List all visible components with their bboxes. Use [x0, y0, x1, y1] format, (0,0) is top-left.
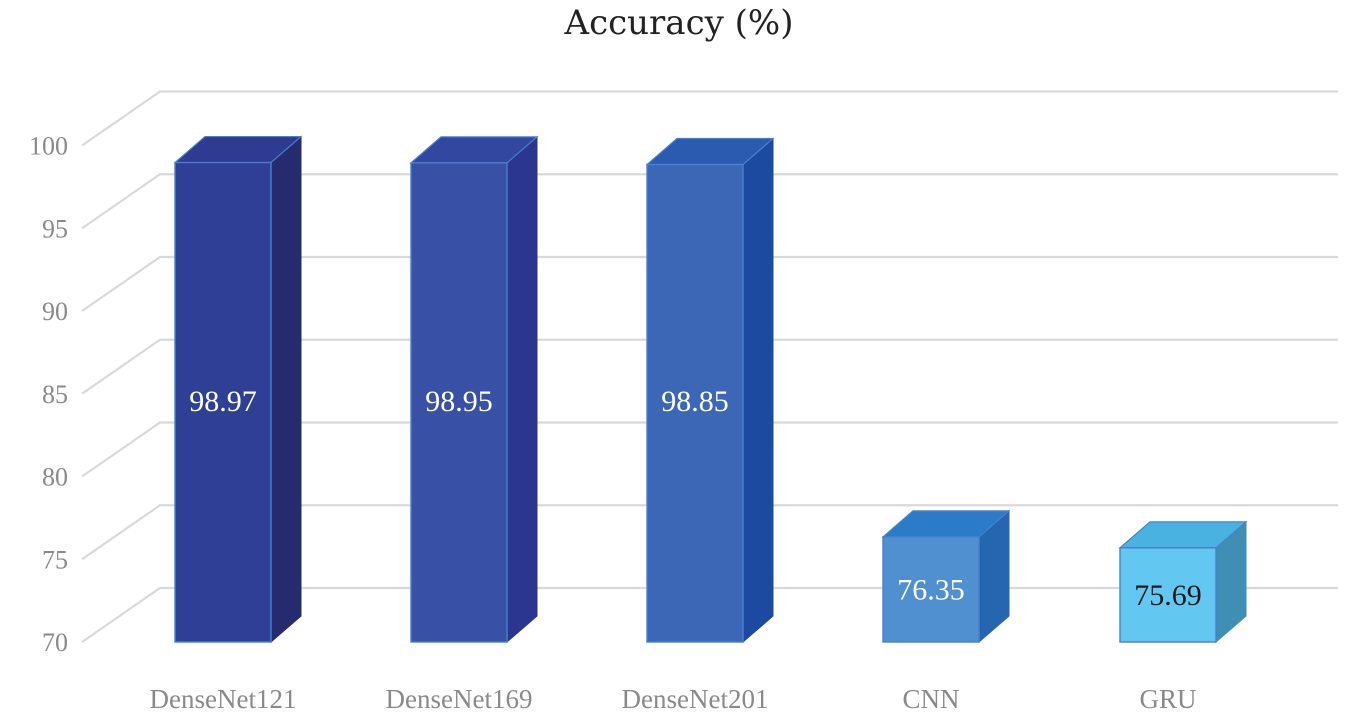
gridline	[81, 255, 1338, 312]
y-tick-label: 100	[29, 132, 68, 161]
data-label: 75.69	[1134, 579, 1202, 612]
y-tick-label: 85	[42, 380, 68, 409]
bar-side	[506, 135, 538, 644]
x-category-label: CNN	[902, 684, 959, 714]
bar-front	[882, 536, 980, 643]
bar: 76.35	[881, 509, 1011, 644]
y-axis-ticks: 70 75 80 85 90 95 100	[29, 132, 68, 658]
x-axis-categories: DenseNet121 DenseNet169 DenseNet201 CNN GRU	[150, 684, 1197, 714]
y-tick-label: 95	[42, 214, 68, 243]
y-tick-label: 80	[42, 463, 68, 492]
chart-title: Accuracy (%)	[564, 3, 794, 43]
gridline	[81, 421, 1338, 478]
gridline	[81, 338, 1338, 395]
data-label: 98.95	[425, 385, 493, 418]
bar-front	[174, 161, 272, 643]
y-tick-label: 75	[42, 545, 68, 574]
y-tick-label: 70	[42, 628, 68, 657]
data-label: 98.97	[189, 385, 257, 418]
bar-side	[742, 137, 774, 644]
data-label: 76.35	[897, 573, 965, 606]
x-category-label: DenseNet121	[150, 684, 297, 714]
bar-side	[270, 135, 302, 644]
bar-front	[646, 163, 744, 643]
gridline	[81, 173, 1338, 230]
bar: 98.85	[645, 137, 775, 644]
bar-front	[410, 162, 508, 643]
gridlines	[81, 90, 1338, 643]
y-tick-label: 90	[42, 297, 68, 326]
gridline	[81, 504, 1338, 561]
x-category-label: GRU	[1139, 684, 1196, 714]
bar: 98.95	[409, 135, 539, 644]
gridline	[81, 90, 1338, 147]
data-label: 98.85	[661, 385, 729, 418]
x-category-label: DenseNet169	[386, 684, 533, 714]
bar: 98.97	[173, 135, 303, 644]
bar-front	[1119, 547, 1217, 643]
bars: 98.97 98.95 98.85 76.35 75.69	[173, 135, 1248, 644]
x-category-label: DenseNet201	[622, 684, 769, 714]
bar: 75.69	[1118, 520, 1248, 644]
